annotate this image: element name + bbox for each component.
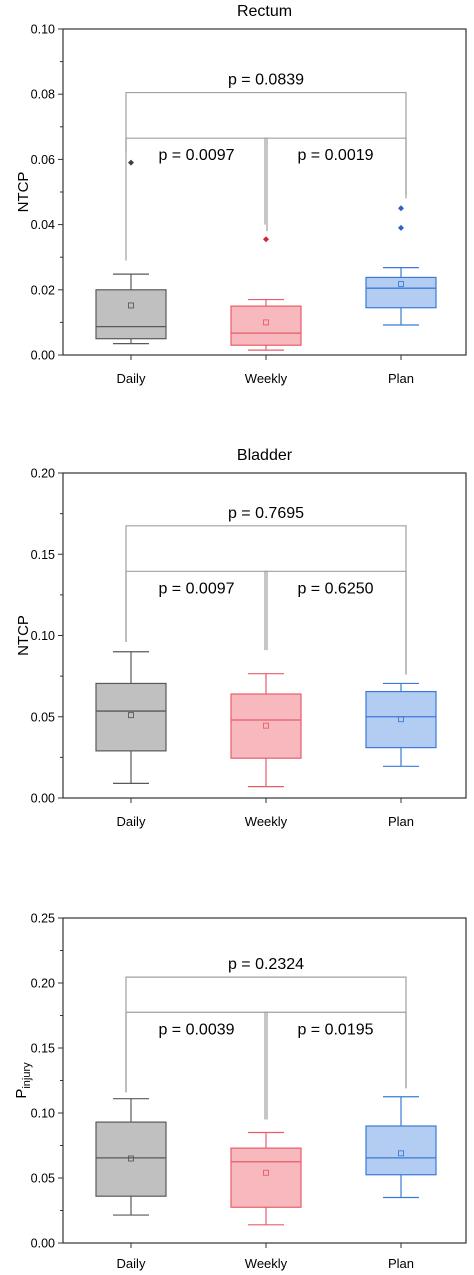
y-tick-label: 0.20 [31, 467, 55, 481]
y-tick-label: 0.10 [31, 629, 55, 643]
box-weekly [230, 236, 302, 351]
chart-panel-1: Rectum 0.00 0.02 0.04 0.06 0.08 0.10 NTCP Daily W… [15, 3, 467, 386]
bracket-line [125, 1011, 268, 1120]
box-plan [365, 682, 437, 767]
y-tick-label: 0.04 [31, 218, 55, 232]
x-tick-label-daily: Daily [117, 814, 146, 829]
outlier-point [398, 224, 404, 231]
significance-bracket-2: p = 0.0097 [125, 137, 268, 261]
mean-marker [263, 722, 269, 729]
mean-marker [398, 716, 404, 723]
x-tick-label-plan: Plan [388, 371, 414, 386]
y-tick-label: 0.02 [31, 283, 55, 297]
p-value-label: p = 0.0097 [158, 580, 234, 597]
bracket-line [264, 570, 407, 675]
mean-marker [128, 712, 134, 719]
y-tick-label: 0.08 [31, 88, 55, 102]
outlier-point [128, 159, 134, 166]
significance-bracket-3: p = 0.0195 [264, 1011, 407, 1120]
y-tick-label: 0.25 [31, 912, 55, 926]
outlier-point [263, 236, 269, 243]
y-axis-label: Pinjury [13, 1062, 33, 1099]
chart-title: Bladder [237, 447, 293, 464]
y-tick-label: 0.15 [31, 548, 55, 562]
box-body [365, 690, 437, 749]
y-tick-label: 0.06 [31, 153, 55, 167]
box-daily [95, 159, 167, 345]
y-axis-label-subscript: injury [21, 1062, 33, 1089]
y-tick-label: 0.20 [31, 977, 55, 991]
bracket-line [264, 1011, 407, 1120]
chart-panel-3: 0.00 0.05 0.10 0.15 0.20 0.25 Pinjury Daily Week… [13, 912, 467, 1271]
y-tick-label: 0.00 [31, 1237, 55, 1251]
box-weekly [230, 1131, 302, 1226]
bracket-line [264, 137, 407, 225]
mean-marker [398, 1150, 404, 1157]
box-body [95, 1121, 167, 1197]
box-body [230, 693, 302, 759]
p-value-label: p = 0.7695 [228, 505, 304, 522]
x-tick-label-weekly: Weekly [245, 1256, 288, 1271]
significance-bracket-3: p = 0.6250 [264, 570, 407, 675]
mean-marker [398, 280, 404, 287]
y-tick-label: 0.05 [31, 710, 55, 724]
significance-bracket-3: p = 0.0019 [264, 137, 407, 225]
outlier-point [398, 205, 404, 212]
p-value-label: p = 0.0097 [158, 147, 234, 164]
x-tick-label-weekly: Weekly [245, 371, 288, 386]
y-tick-label: 0.10 [31, 1107, 55, 1121]
y-axis-label: NTCP [15, 615, 32, 656]
significance-bracket-2: p = 0.0039 [125, 1011, 268, 1120]
mean-marker [128, 1155, 134, 1162]
box-weekly [230, 673, 302, 788]
x-tick-label-daily: Daily [117, 1256, 146, 1271]
x-tick-label-plan: Plan [388, 814, 414, 829]
x-tick-label-plan: Plan [388, 1256, 414, 1271]
mean-marker [263, 319, 269, 326]
significance-bracket-2: p = 0.0097 [125, 570, 268, 651]
box-daily [95, 1098, 167, 1216]
box-body [230, 305, 302, 346]
p-value-label: p = 0.6250 [297, 580, 373, 597]
mean-marker [263, 1169, 269, 1176]
y-tick-label: 0.10 [31, 23, 55, 37]
bracket-line [125, 570, 268, 651]
bracket-line [125, 137, 268, 261]
chart-panel-2: Bladder 0.00 0.05 0.10 0.15 0.20 NTCP Daily Week… [15, 447, 467, 829]
p-value-label: p = 0.0039 [158, 1021, 234, 1038]
bracket-line [125, 525, 407, 675]
p-value-label: p = 0.0019 [297, 147, 373, 164]
p-value-label: p = 0.0839 [228, 72, 304, 89]
box-body [365, 276, 437, 309]
p-value-label: p = 0.0195 [297, 1021, 373, 1038]
y-tick-label: 0.05 [31, 1172, 55, 1186]
y-axis-label: NTCP [15, 172, 32, 213]
box-daily [95, 651, 167, 784]
y-tick-label: 0.00 [31, 792, 55, 806]
y-tick-label: 0.00 [31, 349, 55, 363]
box-body [95, 682, 167, 752]
p-value-label: p = 0.2324 [228, 956, 304, 973]
box-body [230, 1147, 302, 1208]
box-plan [365, 1096, 437, 1199]
box-plan [365, 205, 437, 326]
significance-bracket-1: p = 0.0839 [125, 72, 407, 196]
bracket-line [125, 91, 407, 196]
chart-title: Rectum [237, 3, 292, 20]
box-body [95, 289, 167, 340]
mean-marker [128, 302, 134, 309]
x-tick-label-daily: Daily [117, 371, 146, 386]
y-tick-label: 0.15 [31, 1042, 55, 1056]
x-tick-label-weekly: Weekly [245, 814, 288, 829]
